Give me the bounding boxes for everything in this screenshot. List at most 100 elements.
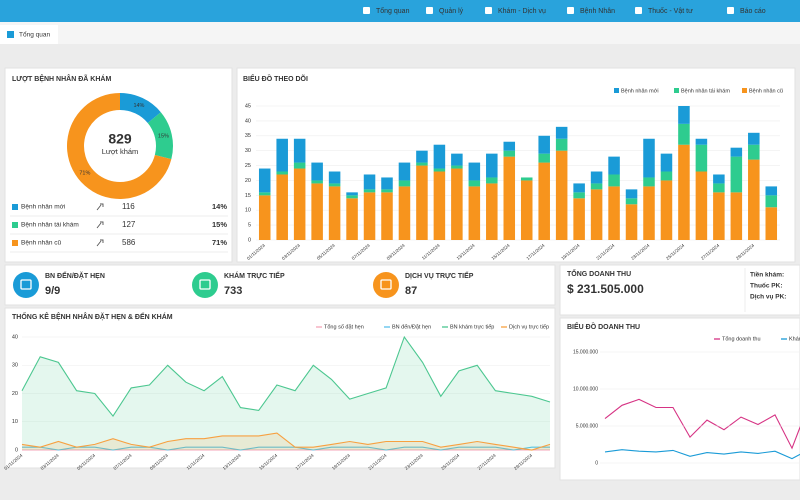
bar-segment xyxy=(748,132,760,145)
bar-segment xyxy=(258,195,271,240)
y-tick-label: 30 xyxy=(245,148,251,154)
bar-segment xyxy=(276,174,288,240)
legend-label: BN đến/Đặt hẹn xyxy=(392,324,431,330)
bar-segment xyxy=(625,189,638,199)
y-tick-label: 10 xyxy=(12,419,18,425)
bar-segment xyxy=(433,168,446,172)
bar-segment xyxy=(363,192,376,240)
legend-label: Bệnh nhân mới xyxy=(621,88,659,94)
tab-icon xyxy=(7,31,14,38)
bar-segment xyxy=(713,183,725,193)
bar-segment xyxy=(293,138,306,163)
row-name: Bệnh nhân cũ xyxy=(21,240,62,247)
nav-bar xyxy=(0,0,800,22)
bar-segment xyxy=(573,183,585,193)
bar-segment xyxy=(503,141,516,151)
bar-segment xyxy=(538,162,550,240)
bar-segment xyxy=(678,144,690,240)
bar-segment xyxy=(713,174,725,184)
bar-segment xyxy=(695,144,708,172)
bar-segment xyxy=(573,198,585,240)
bar-segment xyxy=(695,138,708,145)
kpi-label: DỊCH VỤ TRỰC TIẾP xyxy=(405,270,474,280)
legend-swatch xyxy=(12,240,18,246)
revenue-plot xyxy=(604,338,800,460)
bar-segment xyxy=(608,186,620,240)
kpi-icon-glyph xyxy=(199,279,211,290)
bar-segment xyxy=(328,171,341,184)
legend-swatch xyxy=(12,222,18,228)
bar-segment xyxy=(416,150,428,163)
bar-segment xyxy=(433,144,446,169)
kpi-icon xyxy=(192,272,218,298)
legend-label: Bệnh nhân tái khám xyxy=(681,88,730,94)
legend-label: Bệnh nhân cũ xyxy=(749,88,783,94)
bar-segment xyxy=(503,150,516,157)
bar-segment xyxy=(765,186,778,196)
bar-segment xyxy=(451,153,463,166)
kpi-icon xyxy=(13,272,39,298)
bar-segment xyxy=(346,198,358,240)
bar-segment xyxy=(433,171,446,240)
bar-segment xyxy=(363,189,376,193)
panel-title: THỐNG KÊ BỆNH NHÂN ĐẶT HẸN & ĐẾN KHÁM xyxy=(12,311,173,321)
segment-label: 14% xyxy=(133,103,144,109)
bar-segment xyxy=(416,165,428,240)
bar-segment xyxy=(765,195,778,208)
panel-title: BIỂU ĐỒ DOANH THU xyxy=(567,321,640,331)
bar-segment xyxy=(486,177,498,184)
bar-segment xyxy=(643,186,655,240)
nav-icon xyxy=(363,7,370,14)
kpi-icon-glyph xyxy=(380,279,392,290)
row-percent: 14% xyxy=(212,202,227,211)
bar-segment xyxy=(398,162,411,181)
nav-item: Bệnh Nhân xyxy=(580,8,615,15)
bar-segment xyxy=(608,156,620,175)
y-tick-label: 40 xyxy=(12,334,18,340)
y-tick-label: 0 xyxy=(248,237,251,243)
bar-segment xyxy=(625,204,638,240)
bar-segment xyxy=(730,192,743,240)
bar-segment xyxy=(468,162,481,181)
nav-item: Báo cáo xyxy=(740,8,766,15)
bar-segment xyxy=(311,183,323,240)
legend-label: Tổng số đặt hẹn xyxy=(324,323,364,330)
nav-item: Quản lý xyxy=(439,8,464,15)
nav-icon xyxy=(727,7,734,14)
bar-segment xyxy=(311,180,323,184)
bar-segment xyxy=(293,168,306,240)
bar-segment xyxy=(713,192,725,240)
bar-segment xyxy=(416,162,428,166)
nav-icon xyxy=(485,7,492,14)
bar-segment xyxy=(748,144,760,160)
legend-label: Dịch vụ trực tiếp xyxy=(509,324,549,330)
y-tick-label: 45 xyxy=(245,103,251,109)
bar-segment xyxy=(538,135,550,154)
bar-segment xyxy=(328,186,341,240)
y-tick-label: 0 xyxy=(595,460,598,466)
panel xyxy=(559,317,800,481)
y-tick-label: 25 xyxy=(245,163,251,169)
line xyxy=(22,446,550,451)
bar-segment xyxy=(346,192,358,196)
bar-segment xyxy=(520,180,533,240)
y-tick-label: 35 xyxy=(245,133,251,139)
kpi-icon-glyph xyxy=(20,279,32,290)
bar-segment xyxy=(660,153,673,172)
bar-segment xyxy=(276,171,288,175)
kpi-label: BN ĐẾN/ĐẶT HẸN xyxy=(45,270,105,280)
nav-item: Thuốc - Vật tư xyxy=(648,6,693,15)
nav-icon xyxy=(567,7,574,14)
bar-segment xyxy=(346,195,358,199)
bar-segment xyxy=(555,138,568,151)
kpi-icon xyxy=(373,272,399,298)
bar-segment xyxy=(381,189,393,193)
y-tick-label: 0 xyxy=(15,447,18,453)
tab[interactable] xyxy=(0,25,58,44)
pie-segment xyxy=(147,112,173,160)
legend-swatch xyxy=(674,88,679,93)
row-count: 116 xyxy=(122,202,135,211)
bar-segment xyxy=(608,174,620,187)
revenue-item: Dịch vụ PK: xyxy=(750,294,786,301)
